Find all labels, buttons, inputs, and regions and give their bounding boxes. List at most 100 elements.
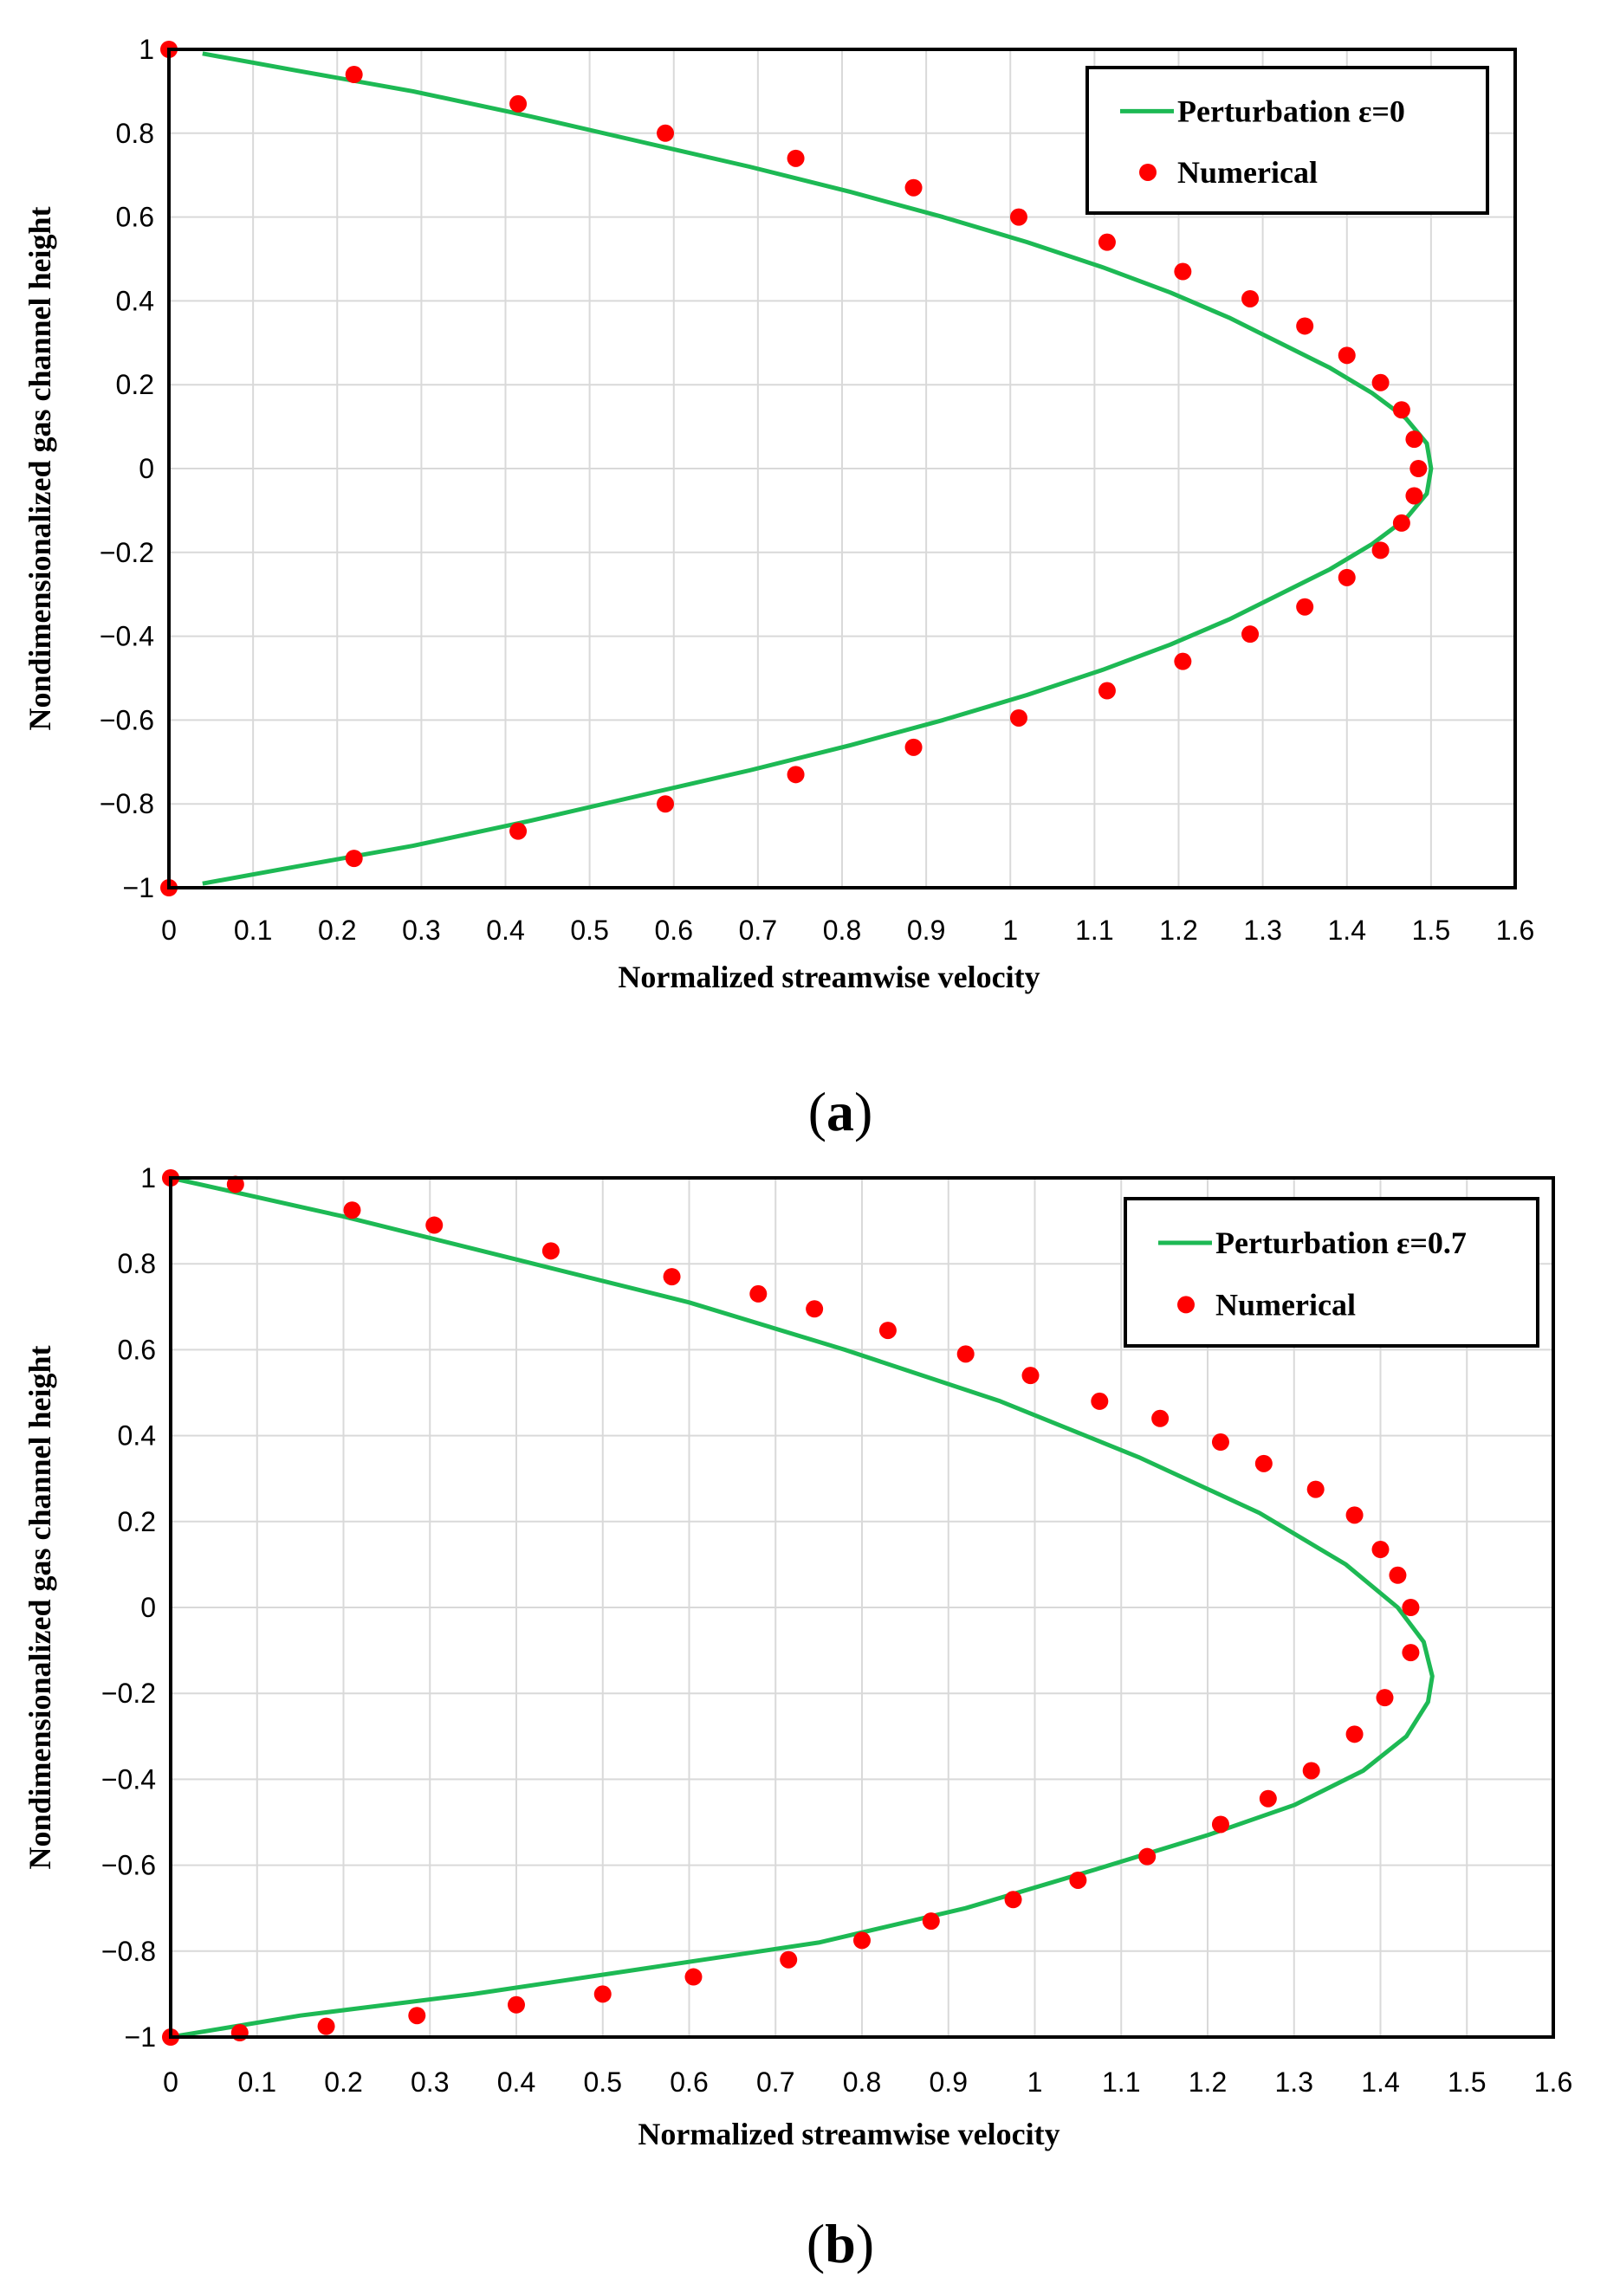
x-tick-label: 1.3 (1275, 2066, 1313, 2098)
caption-a: (a) (808, 1081, 873, 1142)
x-tick-label: 1.1 (1102, 2066, 1140, 2098)
series-a (160, 41, 1434, 896)
y-tick-labels-b: 1 0.8 0.6 0.4 0.2 0 −0.2 −0.4 −0.6 −0.8 −1 (101, 1162, 156, 2053)
legend-box (1085, 66, 1489, 215)
numerical-point (1345, 1725, 1364, 1743)
numerical-point (509, 94, 528, 113)
x-tick-label: 1.1 (1075, 915, 1113, 946)
numerical-point (1405, 487, 1423, 505)
y-tick-label: −1 (125, 2021, 156, 2053)
x-tick-label: 0.8 (823, 915, 861, 946)
x-tick-label: 0.6 (655, 915, 693, 946)
series-line-perturbation (202, 51, 1434, 886)
x-tick-label: 0.5 (584, 2066, 622, 2098)
numerical-point (787, 766, 805, 784)
x-tick-label: 0.4 (497, 2066, 535, 2098)
numerical-point (1296, 317, 1314, 335)
x-tick-labels-b: 0 0.1 0.2 0.3 0.4 0.5 0.6 0.7 0.8 0.9 1 1.1 1.2 1.3 1.… (163, 2066, 1572, 2098)
x-tick-label: 1.5 (1448, 2066, 1486, 2098)
numerical-point (343, 1201, 361, 1219)
x-tick-label: 0 (161, 915, 177, 946)
numerical-point (1376, 1689, 1394, 1707)
y-axis-title-a: Nondimensionalized gas channel height (23, 206, 57, 730)
x-tick-label: 0.1 (234, 915, 272, 946)
x-tick-label: 1.4 (1361, 2066, 1399, 2098)
plot-frame-b (169, 1176, 1555, 2039)
legend-label-perturbation: Perturbation ε=0 (1177, 94, 1405, 128)
caption-paren-close: ) (856, 2213, 874, 2274)
numerical-point (684, 1968, 703, 1986)
numerical-point (749, 1284, 768, 1303)
y-tick-label: 0 (140, 1592, 156, 1623)
x-tick-label: 0.9 (930, 2066, 968, 2098)
y-tick-label: −0.2 (101, 1678, 156, 1709)
numerical-point (1345, 1506, 1364, 1524)
caption-paren-close: ) (854, 1081, 872, 1142)
series-line-perturbation (170, 1175, 1435, 2040)
caption-b: (b) (807, 2213, 874, 2274)
numerical-point (904, 178, 923, 197)
x-axis-title-a: Normalized streamwise velocity (618, 960, 1040, 994)
numerical-point (345, 850, 363, 868)
y-tick-label: 1 (139, 34, 154, 65)
numerical-point (1371, 1541, 1390, 1559)
y-tick-label: 0.2 (118, 1506, 156, 1537)
numerical-point (1296, 598, 1314, 616)
y-tick-label: −0.8 (101, 1936, 156, 1967)
numerical-point (230, 2024, 249, 2042)
numerical-point (1254, 1454, 1273, 1472)
legend-label-numerical: Numerical (1215, 1287, 1356, 1322)
legend-label-perturbation: Perturbation ε=0.7 (1215, 1226, 1467, 1260)
numerical-point (1409, 460, 1428, 477)
numerical-point (1389, 1566, 1407, 1584)
y-tick-label: 0.4 (118, 1420, 156, 1452)
numerical-point (1174, 652, 1192, 670)
caption-paren-open: ( (807, 2213, 825, 2274)
y-tick-labels-a: 1 0.8 0.6 0.4 0.2 0 −0.2 −0.4 −0.6 −0.8 −1 (100, 34, 154, 903)
y-tick-label: 0.8 (118, 1248, 156, 1279)
numerical-point (1151, 1409, 1170, 1427)
numerical-point (1004, 1891, 1022, 1909)
legend-a: Perturbation ε=0 Numerical (1085, 66, 1489, 215)
x-tick-label: 1.5 (1412, 915, 1450, 946)
numerical-point (787, 149, 805, 167)
x-tick-label: 1.6 (1534, 2066, 1572, 2098)
y-tick-label: 0.2 (116, 369, 154, 400)
series-b (162, 1169, 1435, 2046)
numerical-point (904, 738, 923, 756)
x-tick-label: 0 (163, 2066, 178, 2098)
numerical-point (922, 1912, 940, 1931)
x-tick-label: 0.1 (238, 2066, 276, 2098)
numerical-point (1302, 1762, 1320, 1780)
x-tick-label: 0.7 (739, 915, 777, 946)
numerical-point (408, 2007, 426, 2025)
numerical-point (509, 822, 528, 840)
y-tick-label: 0 (139, 453, 154, 484)
numerical-point (1069, 1871, 1087, 1889)
x-tick-label: 0.5 (570, 915, 608, 946)
numerical-point (508, 1995, 525, 2014)
numerical-point (657, 124, 675, 142)
numerical-point (1338, 346, 1356, 365)
legend-marker-swatch (1177, 1296, 1195, 1314)
y-tick-label: −0.2 (100, 537, 154, 568)
caption-letter: a (826, 1081, 854, 1142)
numerical-point (317, 2017, 335, 2035)
x-tick-label: 0.3 (402, 915, 440, 946)
y-tick-label: −0.4 (101, 1763, 156, 1795)
chart-panel-b: 0 0.1 0.2 0.3 0.4 0.5 0.6 0.7 0.8 0.9 1 1.1 1.2 1.3 1.… (23, 1162, 1572, 2274)
numerical-point (1174, 262, 1192, 281)
plot-frame-a (167, 48, 1517, 889)
x-tick-label: 0.4 (486, 915, 524, 946)
x-tick-label: 0.8 (843, 2066, 881, 2098)
x-tick-label: 0.6 (670, 2066, 708, 2098)
x-tick-label: 1.3 (1243, 915, 1281, 946)
y-tick-label: −0.8 (100, 788, 154, 819)
x-tick-label: 1 (1002, 915, 1018, 946)
numerical-point (663, 1268, 681, 1286)
numerical-point (593, 1985, 612, 2003)
caption-letter: b (825, 2213, 856, 2274)
x-tick-label: 0.2 (324, 2066, 362, 2098)
x-axis-title-b: Normalized streamwise velocity (638, 2117, 1059, 2151)
